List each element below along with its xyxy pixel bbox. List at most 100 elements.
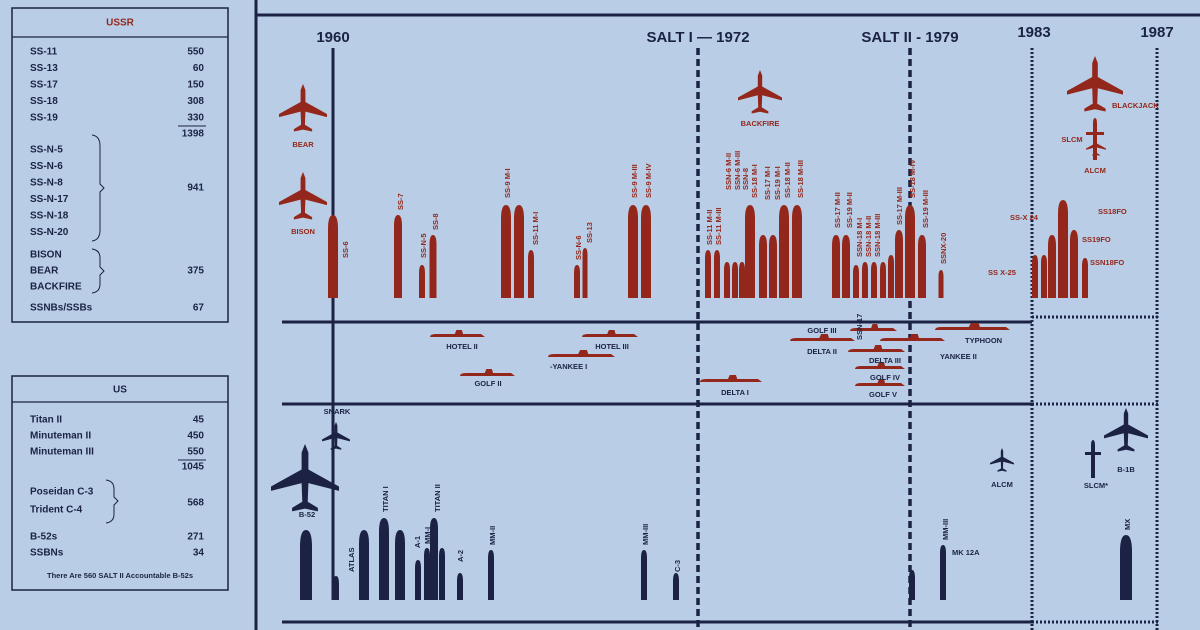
missile-icon <box>1058 200 1068 298</box>
missile-icon <box>501 205 511 298</box>
missile-icon <box>769 235 777 298</box>
aircraft-icon <box>1085 452 1101 455</box>
missile-label: SS-18 M-I <box>750 164 759 198</box>
missile-icon <box>424 548 430 600</box>
missile-label: SS-11 M-II <box>705 210 714 245</box>
future-system-label: SS-X 24 <box>1010 213 1039 222</box>
missile-icon <box>724 262 730 298</box>
us-system-label: A-1 <box>413 536 422 548</box>
system-name: SS-18 <box>30 96 58 107</box>
missile-icon <box>415 560 421 600</box>
submarine-label: GOLF IV <box>870 373 900 382</box>
missile-icon <box>940 545 946 600</box>
missile-icon <box>439 548 445 600</box>
system-name: SSBNs <box>30 548 64 559</box>
aircraft-icon <box>1067 56 1123 112</box>
missile-label: SSN-18 M-II <box>864 216 873 257</box>
aircraft-label: SLCM <box>1061 135 1082 144</box>
future-system-label: SS X-25 <box>988 268 1016 277</box>
missile-icon <box>880 262 886 298</box>
submarine-label: DELTA III <box>869 356 901 365</box>
missile-label: SS-18 M-II <box>783 162 792 198</box>
system-name: Minuteman II <box>30 431 91 442</box>
missile-label: SS-7 <box>396 193 405 210</box>
submarine-label: TYPHOON <box>965 336 1002 345</box>
system-name: SS-N-20 <box>30 227 69 238</box>
missile-label: SS-18 M-III <box>796 160 805 198</box>
missile-icon <box>328 215 338 298</box>
missile-icon <box>888 255 894 298</box>
system-count: 550 <box>187 47 204 58</box>
panel-title: USSR <box>106 18 135 29</box>
aircraft-label: ALCM <box>1084 166 1106 175</box>
missile-icon <box>457 573 463 600</box>
missile-icon <box>842 235 850 298</box>
missile-icon <box>528 250 534 298</box>
us-system-label: MM-III <box>941 519 950 540</box>
aircraft-icon <box>738 70 782 114</box>
missile-label: SS-N-5 <box>419 233 428 258</box>
us-system-label: A-2 <box>456 550 465 562</box>
footnote: There Are 560 SALT II Accountable B-52s <box>47 571 193 580</box>
missile-icon <box>732 262 738 298</box>
missile-icon <box>832 235 840 298</box>
subtotal: 941 <box>187 183 204 194</box>
missile-label: SS-11 M-I <box>531 212 540 245</box>
content: USSR SS-11 550 SS-13 60 SS-17 150 SS-18 308 SS-19… <box>30 18 1159 600</box>
missile-icon <box>641 550 647 600</box>
submarine-icon <box>848 345 905 352</box>
system-count: 67 <box>193 303 205 314</box>
us-system-label: MM-II <box>488 526 497 545</box>
system-name: SS-N-18 <box>30 211 69 222</box>
missile-icon <box>1032 255 1038 298</box>
us-box <box>11 375 229 591</box>
missile-label: SS-13 <box>585 222 594 243</box>
missile-label: SSN-6 M-III <box>733 151 742 190</box>
missile-label: SSN-18 M-I <box>855 218 864 257</box>
missile-icon <box>582 248 588 298</box>
us-system-label: ALCM <box>991 480 1013 489</box>
missile-icon <box>705 250 711 298</box>
future-system-label: SSN18FO <box>1090 258 1124 267</box>
missile-icon <box>1070 230 1078 298</box>
system-count: 45 <box>193 415 205 426</box>
panel-title: US <box>113 385 127 396</box>
aircraft-icon <box>990 448 1014 472</box>
missile-label: SSNX-20 <box>939 233 948 264</box>
system-name: SS-N-5 <box>30 145 63 156</box>
future-system-label: SS18FO <box>1098 207 1127 216</box>
system-name: Poseidan C-3 <box>30 487 94 498</box>
missile-label: SS-9 M-IV <box>644 163 653 198</box>
us-system-label: SLCM* <box>1084 481 1108 490</box>
submarine-label: DELTA II <box>807 347 837 356</box>
missile-icon <box>379 518 389 600</box>
treaty-header: SALT II - 1979 <box>861 29 958 46</box>
us-system-label: TITAN II <box>433 484 442 512</box>
system-name: BACKFIRE <box>30 282 82 293</box>
missile-icon <box>641 205 651 298</box>
system-name: SS-N-17 <box>30 194 69 205</box>
missile-icon <box>359 530 369 600</box>
submarine-icon <box>855 379 905 386</box>
system-count: 150 <box>187 80 204 91</box>
missile-label: SS-18 M-IV <box>908 159 917 198</box>
missile-icon <box>333 576 339 600</box>
missile-label: SS-17 M-III <box>895 187 904 225</box>
aircraft-label: BLACKJACK <box>1112 101 1159 110</box>
missile-label: SS-6 <box>341 241 350 258</box>
system-name: SS-13 <box>30 63 58 74</box>
submarine-icon <box>582 330 638 337</box>
system-name: B-52s <box>30 532 58 543</box>
missile-label: SS-17 M-I <box>763 166 772 200</box>
system-count: 60 <box>193 63 205 74</box>
brace <box>105 479 119 524</box>
aircraft-icon <box>1086 136 1106 156</box>
missile-icon <box>853 265 859 298</box>
system-name: Titan II <box>30 415 62 426</box>
submarine-icon <box>700 375 762 382</box>
aircraft-label: BEAR <box>292 140 314 149</box>
missile-icon <box>871 262 877 298</box>
missile-icon <box>779 205 789 298</box>
